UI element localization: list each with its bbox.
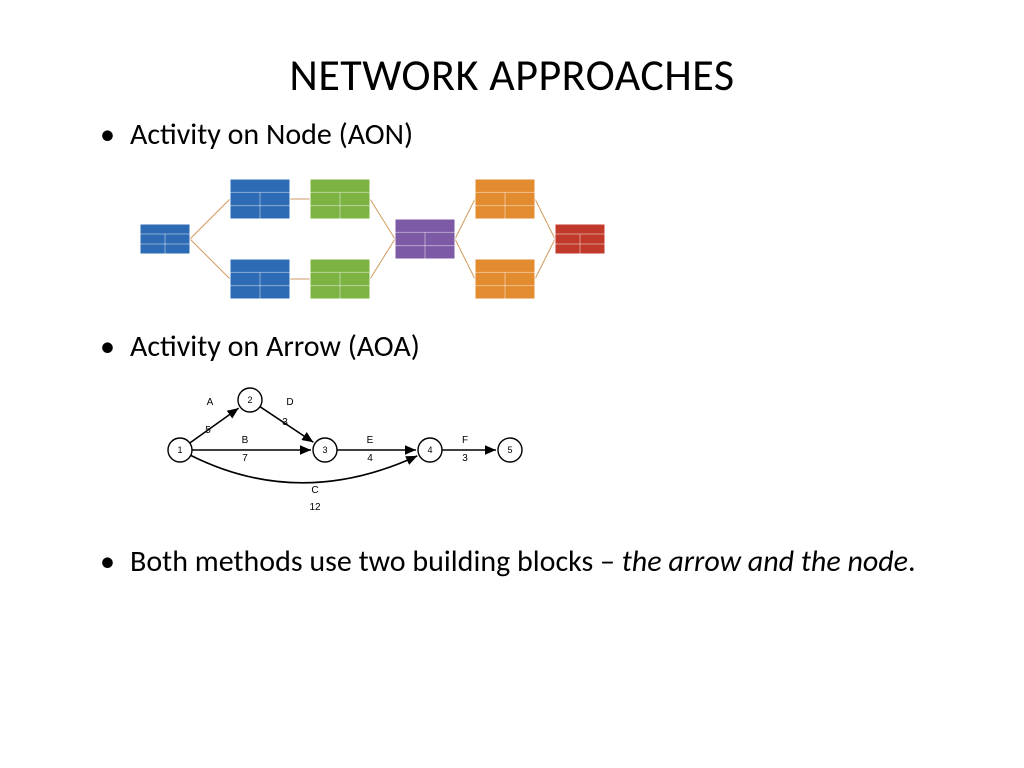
svg-text:C: C bbox=[311, 485, 318, 496]
svg-text:4: 4 bbox=[367, 453, 373, 464]
svg-text:2: 2 bbox=[247, 395, 252, 405]
svg-text:E: E bbox=[367, 435, 374, 446]
bullet-summary: Both methods use two building blocks – t… bbox=[100, 543, 944, 581]
slide-title: NETWORK APPROACHES bbox=[0, 0, 1024, 102]
bullet-aon: Activity on Node (AON) bbox=[100, 116, 944, 154]
svg-text:7: 7 bbox=[242, 453, 248, 464]
svg-text:4: 4 bbox=[427, 445, 432, 455]
aoa-diagram: A5B7C12D3E4F312345 bbox=[150, 375, 944, 525]
bullet-aoa: Activity on Arrow (AOA) bbox=[100, 328, 944, 366]
summary-end: . bbox=[908, 543, 916, 580]
svg-text:1: 1 bbox=[177, 445, 182, 455]
svg-text:3: 3 bbox=[282, 417, 288, 428]
aon-diagram bbox=[130, 164, 944, 314]
summary-italic: the arrow and the node bbox=[622, 543, 908, 580]
svg-text:3: 3 bbox=[462, 453, 468, 464]
svg-text:A: A bbox=[207, 397, 214, 408]
svg-text:B: B bbox=[242, 435, 249, 446]
svg-text:D: D bbox=[286, 397, 293, 408]
svg-text:5: 5 bbox=[205, 425, 211, 436]
svg-text:F: F bbox=[462, 435, 468, 446]
svg-text:5: 5 bbox=[507, 445, 512, 455]
svg-text:3: 3 bbox=[322, 445, 327, 455]
summary-plain: Both methods use two building blocks – bbox=[130, 543, 622, 580]
svg-text:12: 12 bbox=[309, 502, 321, 513]
